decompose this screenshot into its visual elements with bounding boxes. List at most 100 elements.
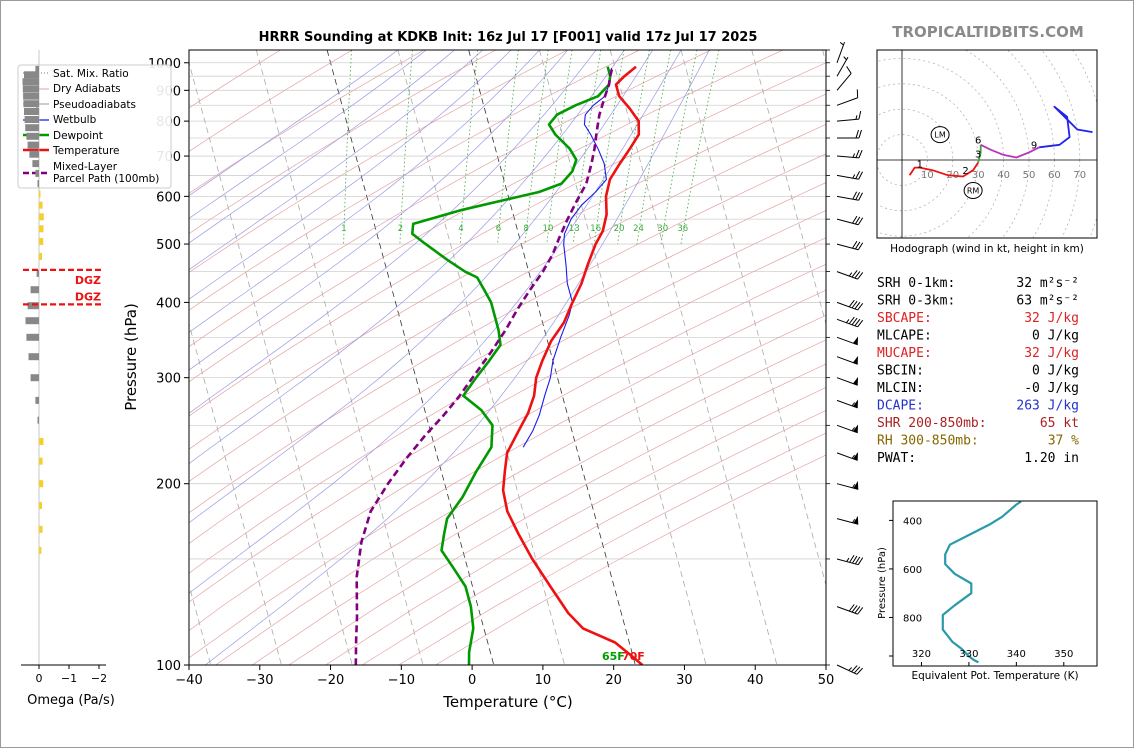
mixing-ratio-label: 20 (614, 224, 625, 234)
dry-adiabat (215, 314, 826, 665)
skewt-background: 1 2 4 6 8 10 13 16 20 24 30 36 (189, 50, 826, 665)
wind-barb-full (856, 667, 863, 675)
omega-bar (24, 71, 39, 79)
omega-bar (23, 100, 39, 108)
wind-barb-full (851, 300, 858, 309)
moist-adiabat (189, 50, 568, 371)
omega-bar (39, 201, 43, 209)
wind-barb-staff (836, 483, 859, 490)
wind-barb-full (857, 242, 864, 251)
isotherm (609, 50, 778, 665)
mixing-ratio-label: 4 (458, 224, 463, 234)
wind-barb (836, 41, 845, 63)
index-label: SHR 200-850mb: (877, 416, 987, 431)
mixing-ratio-line (399, 50, 413, 245)
omega-bar (23, 92, 39, 100)
dry-adiabat (189, 289, 826, 659)
y-tick-label: 300 (156, 372, 181, 387)
wind-barb-pennant (852, 355, 859, 365)
index-label: PWAT: (877, 451, 916, 466)
wind-barb (836, 240, 864, 251)
omega-bar (39, 238, 44, 245)
wind-barb-full (857, 557, 864, 565)
hodograph-segment (980, 143, 1040, 159)
x-tick-label: −20 (317, 673, 344, 688)
omega-bar (25, 317, 39, 325)
omega-bar (39, 438, 44, 445)
mixing-ratio-line (660, 50, 698, 245)
isotherm (189, 322, 282, 665)
isotherm (326, 50, 495, 665)
wind-barb (836, 376, 859, 386)
mixing-ratio-line (593, 50, 625, 245)
wind-barb-pennant (852, 452, 859, 461)
omega-bar (39, 546, 42, 554)
wind-barb-full (858, 149, 863, 159)
omega-x-tick-label: −1 (61, 672, 77, 685)
hodograph-ring-label: 30 (972, 170, 985, 181)
omega-bar (27, 302, 39, 310)
wind-barb-full (855, 149, 860, 158)
index-value: 0 J/kg (1032, 364, 1079, 379)
moist-adiabat (189, 50, 625, 465)
mixing-ratio-line (343, 50, 352, 245)
wind-barb-full (855, 129, 859, 139)
index-value: 263 J/kg (1016, 399, 1079, 414)
index-label: SRH 0-1km: (877, 276, 955, 291)
hodograph-segment (977, 144, 982, 163)
moist-adiabat (189, 50, 455, 244)
wind-barb-full (848, 604, 855, 612)
wind-barb-pennant (852, 376, 859, 386)
legend-label-dewpoint: Dewpoint (53, 130, 103, 142)
wind-barb-full (858, 129, 862, 139)
omega-bar (39, 502, 42, 509)
dry-adiabat (189, 50, 640, 311)
omega-bar (35, 169, 39, 177)
index-value: 1.20 in (1024, 451, 1079, 466)
omega-bar (39, 457, 43, 465)
theta-e-plot-area (941, 501, 1022, 664)
brand-watermark: TROPICALTIDBITS.COM (892, 23, 1084, 41)
legend: Sat. Mix. Ratio Dry Adiabats Pseudoadiab… (17, 64, 172, 189)
dry-adiabat (189, 263, 826, 632)
y-tick-label: 100 (156, 659, 181, 674)
index-value: 37 % (1048, 434, 1079, 449)
wind-barb (836, 336, 859, 346)
omega-panel: DGZ DGZ 0 −1 −2 (21, 50, 107, 685)
wind-barb-staff (836, 118, 859, 122)
wind-barb-staff (836, 56, 849, 77)
moist-adiabat (189, 50, 653, 524)
temperature-line (501, 65, 644, 665)
mixing-ratio-label: 6 (496, 224, 501, 234)
dry-adiabat (189, 237, 826, 603)
wind-barb-pennant (852, 336, 859, 345)
x-tick-label: 20 (605, 673, 622, 688)
dry-adiabat (189, 50, 281, 109)
dry-adiabat (189, 93, 826, 450)
wind-barb-full (852, 215, 858, 224)
wind-barb-full (851, 317, 858, 326)
mixing-ratio-line (617, 50, 650, 245)
index-value: 32 m²s⁻² (1016, 276, 1079, 291)
x-tick-label: 50 (818, 673, 835, 688)
mixing-ratio-line (572, 50, 602, 245)
mixing-ratio-label: 16 (590, 224, 601, 234)
y-tick-label: 200 (156, 478, 181, 493)
dry-adiabat (189, 50, 353, 152)
hodograph-ring-label: 60 (1048, 170, 1061, 181)
isotherm (468, 50, 636, 665)
hodograph-height-label: 6 (975, 135, 981, 146)
wind-barb-full (858, 171, 863, 180)
surface-dewpoint-label: 65F (602, 650, 625, 663)
wind-barb-staff (836, 174, 859, 180)
omega-bar (35, 65, 39, 73)
mixing-ratio-line (459, 50, 479, 245)
omega-bar (24, 116, 39, 123)
omega-bar (26, 333, 39, 341)
x-axis-label: Temperature (°C) (442, 693, 572, 711)
wind-barb (836, 481, 859, 490)
theta-e-y-tick-label: 600 (903, 565, 922, 576)
hodograph-trace: 1 23 6 9 LM RM (908, 105, 1093, 199)
wind-barb-pennant (852, 399, 859, 408)
